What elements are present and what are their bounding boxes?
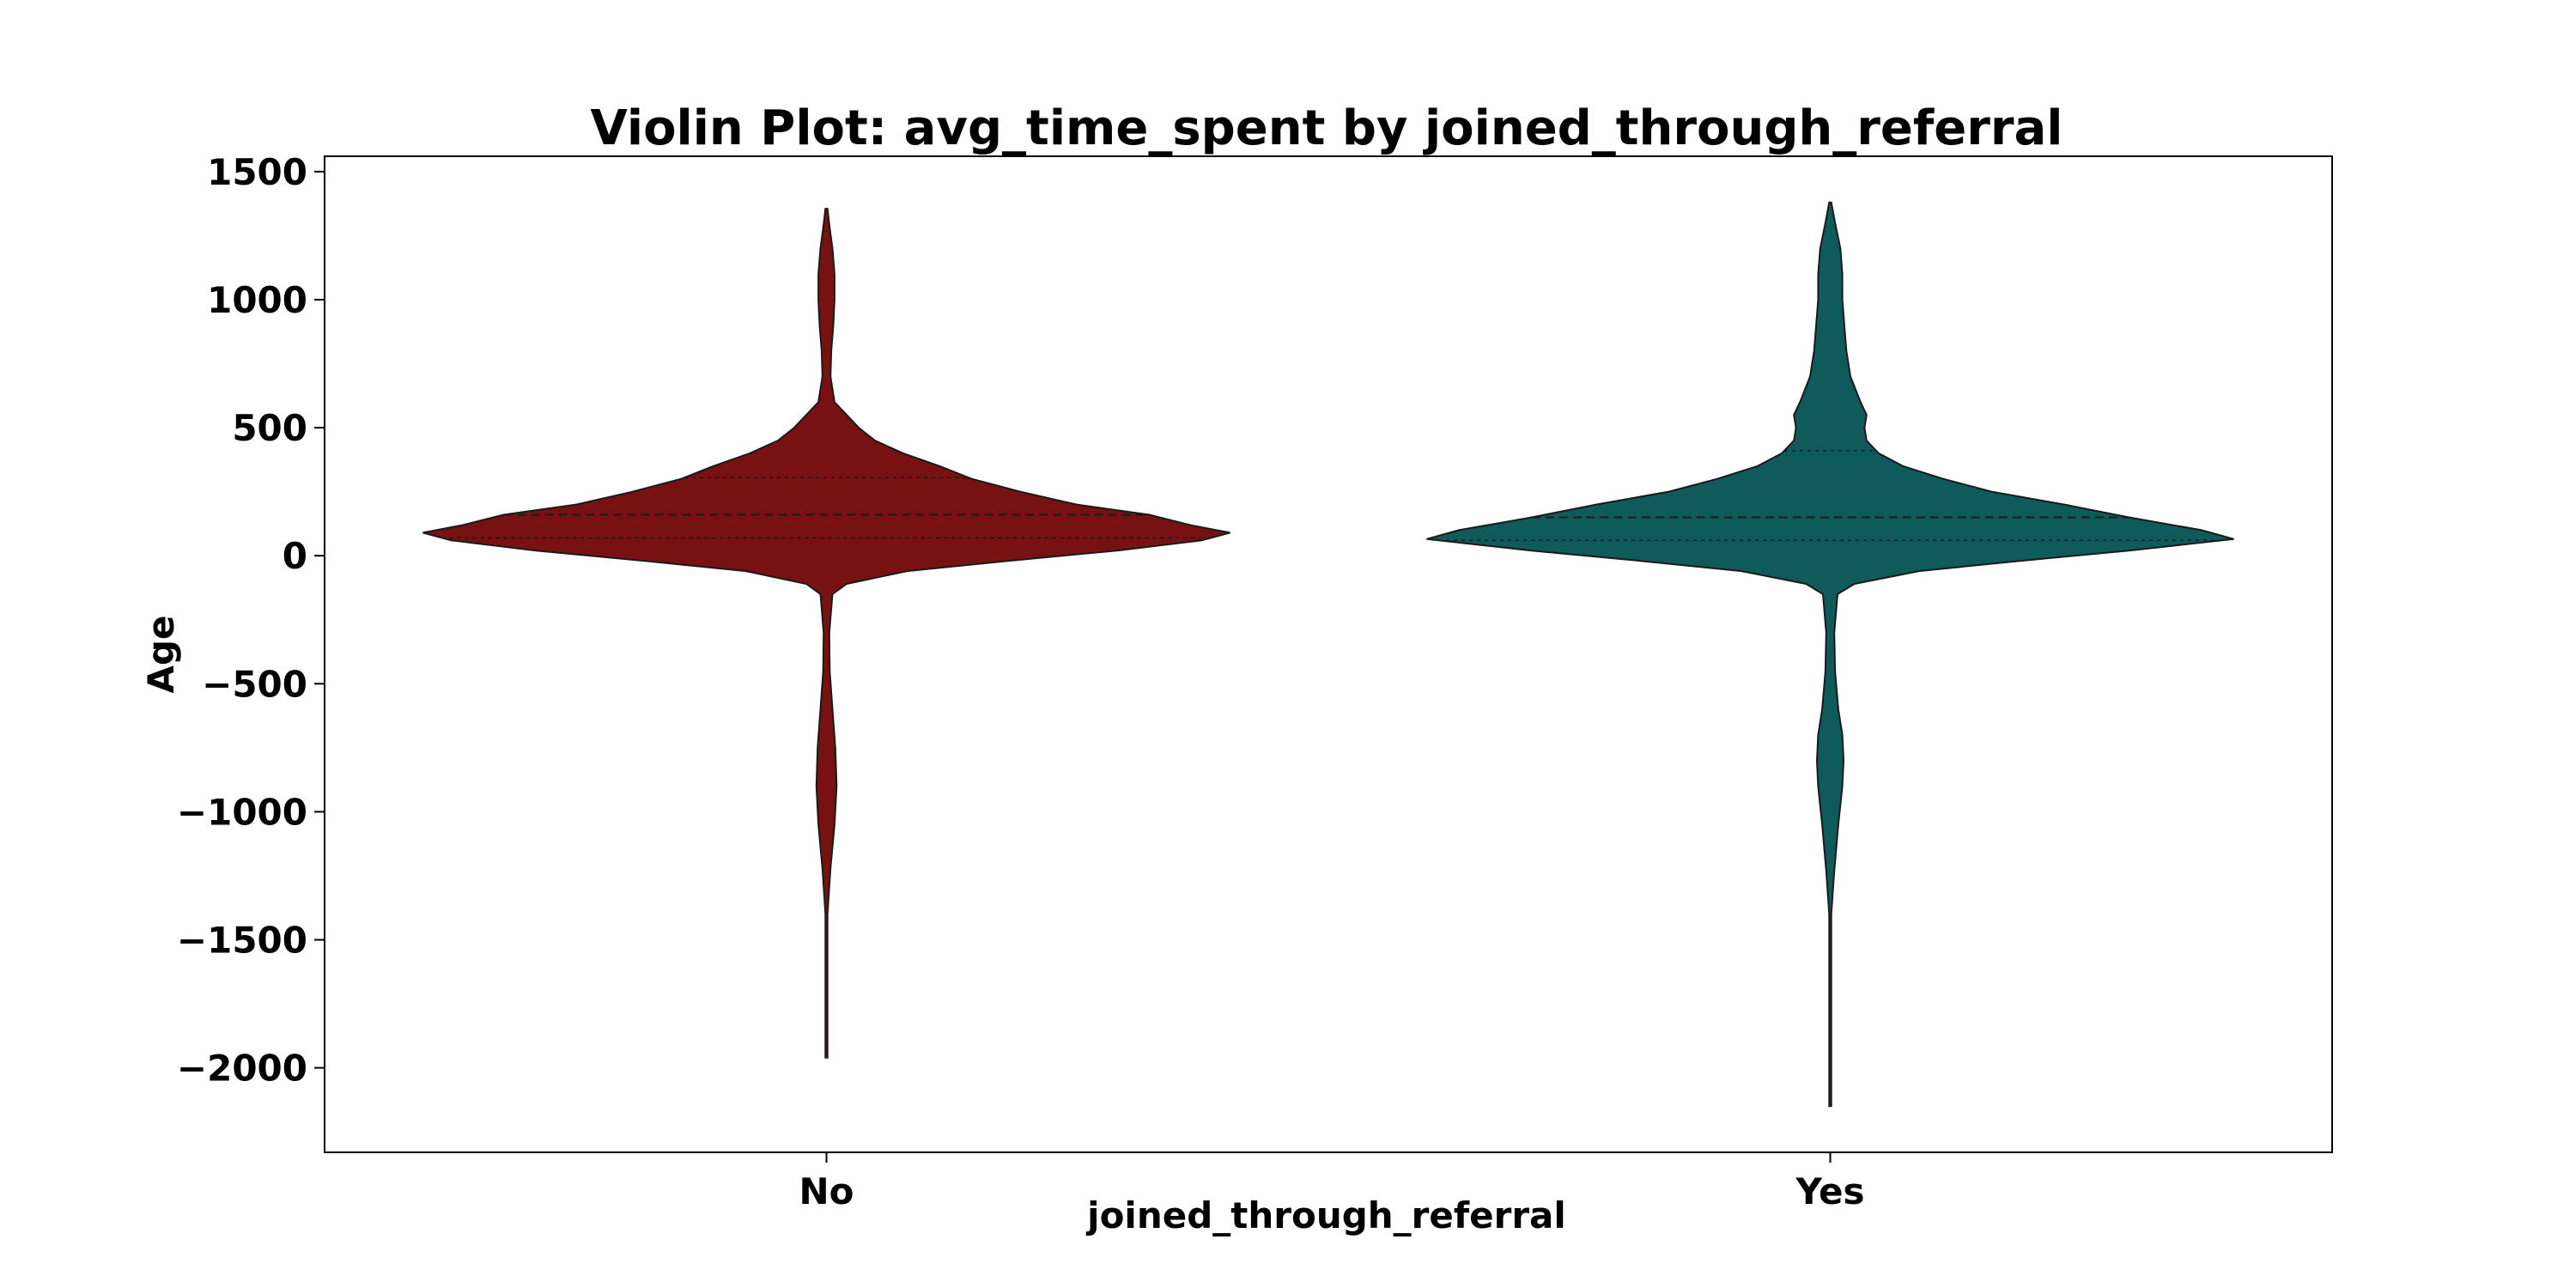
x-axis: No Yes (799, 1152, 1865, 1212)
y-tick-label: −2000 (177, 1048, 307, 1090)
y-tick-label: −1500 (177, 919, 307, 961)
x-tick-label-yes: Yes (1795, 1170, 1864, 1212)
y-axis: 1500 1000 500 0 −500 −1000 −1500 −2000 (177, 151, 325, 1090)
y-tick-label: 1500 (207, 151, 307, 193)
x-axis-label: joined_through_referral (1085, 1194, 1566, 1236)
violin-no (422, 208, 1230, 1059)
x-tick-label-no: No (799, 1170, 854, 1212)
y-tick-label: 500 (232, 407, 307, 449)
plot-area (422, 201, 2234, 1108)
plot-frame (324, 155, 2333, 1153)
y-tick-label: 1000 (207, 279, 307, 321)
y-axis-label: Age (140, 615, 182, 693)
y-tick-label: −500 (202, 663, 307, 705)
chart-title: Violin Plot: avg_time_spent by joined_th… (591, 100, 2063, 156)
violin-yes (1426, 201, 2234, 1108)
y-tick-label: −1000 (177, 791, 307, 833)
y-tick-label: 0 (283, 535, 307, 577)
